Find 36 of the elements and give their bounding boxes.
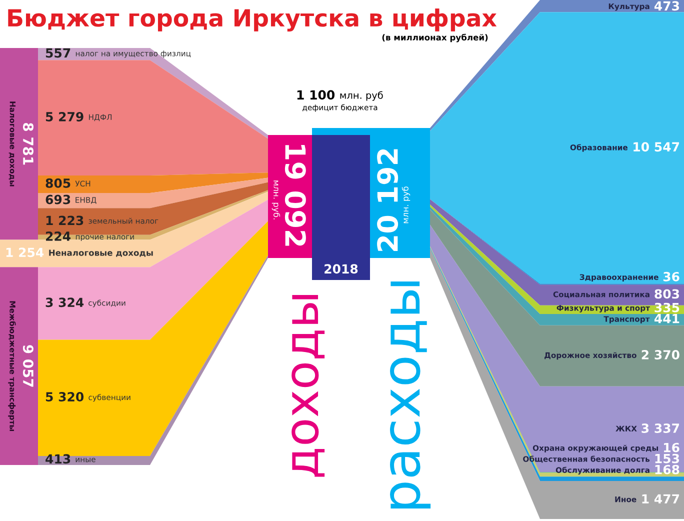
text: млн. руб: [340, 91, 383, 101]
data-label: 2 370: [642, 350, 680, 360]
text: 20 192: [377, 149, 398, 251]
text: 19 092: [284, 144, 306, 246]
data-label: 3 324: [46, 298, 84, 308]
data-label: 1 254: [6, 248, 44, 258]
category-label: Неналоговые доходы: [49, 250, 153, 257]
data-label: 224: [46, 232, 71, 241]
data-label: 5 279: [46, 112, 84, 122]
data-label: 805: [46, 178, 70, 188]
data-label: 16: [664, 442, 680, 452]
data-label: 441: [654, 314, 680, 324]
text: млн. руб.: [272, 180, 280, 220]
data-label: 5 320: [46, 392, 84, 402]
data-label: 335: [654, 302, 680, 312]
data-label: 413: [46, 454, 70, 464]
text: расходы: [390, 281, 431, 508]
text: доходы: [292, 295, 325, 477]
data-label: 557: [46, 48, 70, 58]
text: Бюджет города Иркутска в цифрах: [8, 8, 497, 32]
data-label: 1 477: [642, 494, 680, 504]
data-label: 693: [46, 194, 70, 204]
text: млн. руб: [402, 186, 410, 224]
text: 9 057: [22, 345, 34, 387]
data-label: 168: [655, 464, 680, 474]
text: 8 781: [22, 123, 34, 165]
text: 1 100: [297, 90, 335, 100]
text: (в миллионах рублей): [382, 34, 488, 42]
data-label: 803: [654, 289, 680, 299]
data-label: 153: [655, 454, 680, 464]
data-label: 1 223: [46, 216, 84, 226]
text: 2018: [324, 264, 358, 274]
data-label: 473: [654, 1, 680, 11]
data-label: 10 547: [634, 142, 680, 152]
data-label: 36: [663, 272, 680, 282]
data-label: 3 337: [642, 424, 680, 433]
